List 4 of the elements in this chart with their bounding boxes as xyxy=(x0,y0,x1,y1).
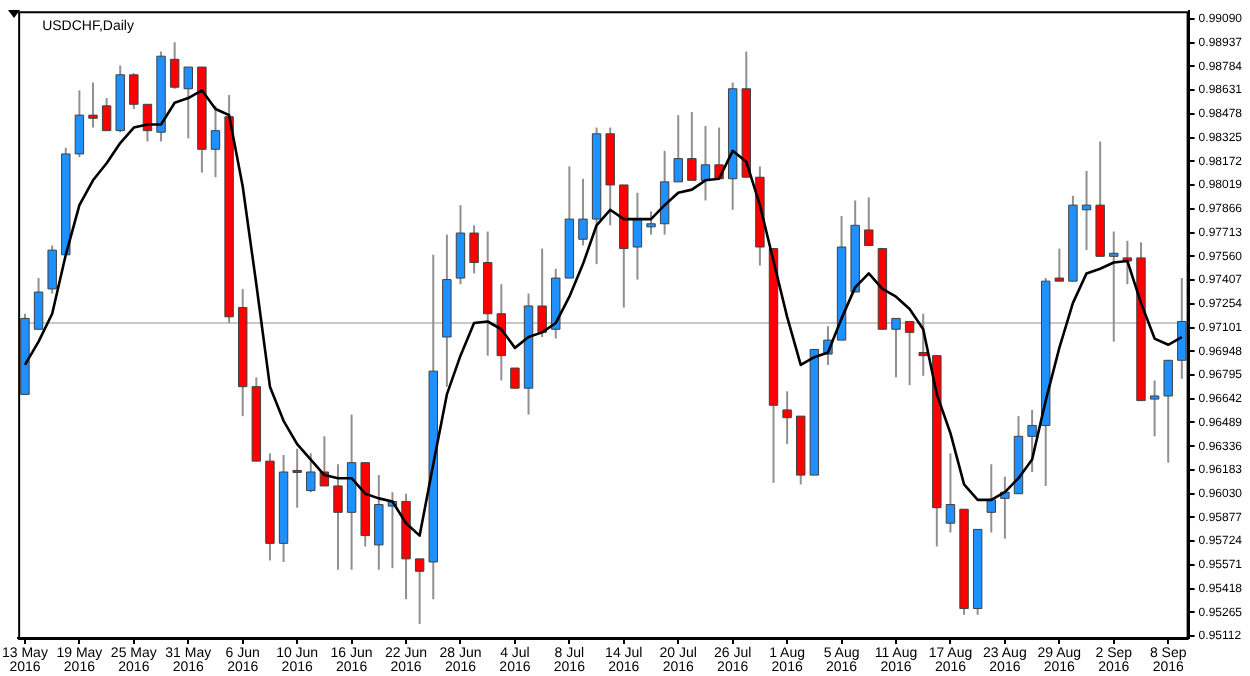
candlestick xyxy=(687,111,697,182)
candlestick xyxy=(1177,277,1187,380)
candlestick xyxy=(333,463,343,571)
candlestick xyxy=(129,72,139,110)
